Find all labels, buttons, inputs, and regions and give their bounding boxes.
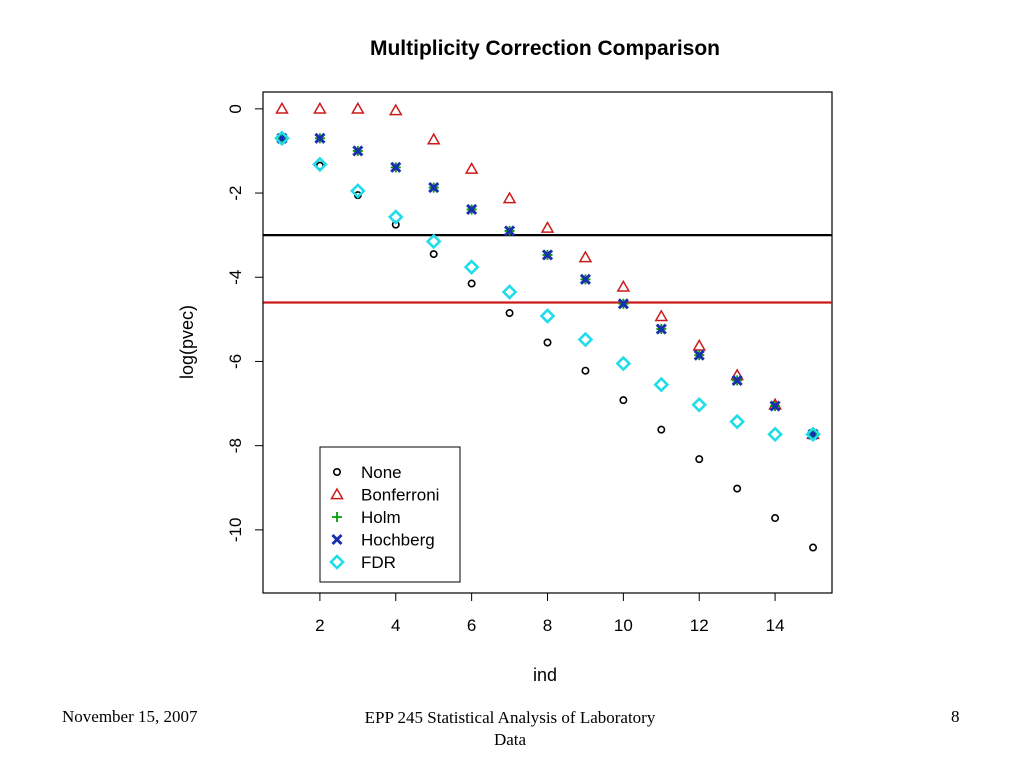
x-tick-label: 10 [614,616,633,635]
point-bonferroni [578,250,593,263]
point-bonferroni [275,101,289,114]
series-bonferroni [275,101,820,440]
y-axis-label: log(pvec) [177,305,197,379]
x-axis: 2 4 6 8 10 12 14 [315,592,785,635]
point-bonferroni [426,132,441,145]
point-bonferroni [616,279,631,292]
y-axis: 0 -2 -4 -6 -8 -10 [226,104,264,543]
point-bonferroni [654,309,669,322]
point-hochberg [655,323,667,335]
legend-label-none: None [361,463,402,482]
point-fdr [577,331,594,348]
point-fdr [349,183,366,199]
y-tick-label: 0 [226,104,245,113]
point-hochberg [731,374,743,386]
point-hochberg [617,298,629,310]
point-none [657,425,666,434]
x-tick-label: 6 [467,616,476,635]
point-hochberg [504,225,516,237]
legend-marker-fdr [329,554,345,570]
point-hochberg [693,349,705,361]
point-bonferroni [388,103,403,116]
legend-marker-holm [332,512,342,522]
point-bonferroni [351,101,365,114]
point-hochberg [390,161,402,173]
x-axis-label: ind [533,665,557,685]
footer-date: November 15, 2007 [62,707,198,726]
point-fdr [691,396,708,413]
footer-course: EPP 245 Statistical Analysis of Laborato… [364,708,656,749]
y-tick-label: -10 [226,518,245,543]
point-none [771,514,780,523]
y-tick-label: -4 [226,270,245,285]
y-tick-label: -8 [226,438,245,453]
y-tick-label: -2 [226,185,245,200]
legend-box [319,446,461,583]
point-none [429,250,438,259]
point-fdr [501,284,518,300]
point-none [695,455,704,464]
series-holm [276,133,819,440]
x-tick-label: 12 [690,616,709,635]
chart-title: Multiplicity Correction Comparison [370,37,720,60]
legend-label-fdr: FDR [361,553,396,572]
point-fdr [539,308,556,324]
point-fdr [387,209,404,225]
legend: None Bonferroni Holm Hochberg FDR [319,446,461,583]
point-none [581,366,590,375]
point-hochberg [428,182,440,194]
legend-marker-none [332,467,341,476]
point-fdr [767,426,783,443]
point-bonferroni [692,338,707,351]
point-bonferroni [502,191,517,204]
point-fdr [463,259,480,275]
point-hochberg [579,273,591,285]
point-bonferroni [464,162,479,174]
point-none [733,484,742,493]
y-tick-label: -6 [226,354,245,369]
legend-label-hochberg: Hochberg [361,531,435,550]
point-bonferroni [540,220,555,233]
legend-marker-hochberg [331,533,343,546]
legend-marker-bonferroni [330,487,344,500]
x-tick-label: 4 [391,616,400,635]
point-none [543,338,552,347]
point-fdr [805,426,821,443]
point-hochberg [541,249,554,261]
data-points [274,101,821,552]
point-fdr [274,130,290,147]
legend-label-holm: Holm [361,508,401,527]
point-hochberg [352,145,364,157]
chart: Multiplicity Correction Comparison 2 4 6 8 1… [177,37,833,685]
point-fdr [615,355,632,372]
series-hochberg [276,132,819,440]
x-tick-label: 2 [315,616,324,635]
point-hochberg [769,400,781,412]
point-fdr [653,376,670,393]
point-none [809,543,818,552]
point-none [619,396,628,405]
point-fdr [729,413,746,430]
series-none [277,134,818,552]
point-fdr [425,233,442,250]
point-fdr [312,156,328,173]
x-tick-label: 8 [543,616,552,635]
point-hochberg [466,203,478,216]
point-none [505,309,514,318]
point-bonferroni [313,101,327,114]
x-tick-label: 14 [766,616,785,635]
point-hochberg [314,132,326,144]
point-none [467,279,476,288]
page-number: 8 [951,707,960,726]
legend-label-bonferroni: Bonferroni [361,486,439,505]
reference-lines [263,234,832,304]
series-fdr [274,130,821,443]
